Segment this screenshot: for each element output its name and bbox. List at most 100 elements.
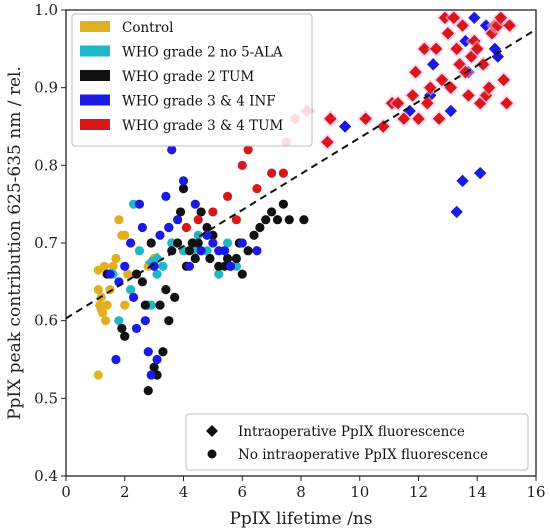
x-tick-label: 6 (237, 483, 247, 501)
x-tick-label: 10 (350, 483, 369, 501)
data-point (161, 285, 171, 295)
series-4 (181, 9, 519, 233)
data-point (120, 261, 130, 271)
y-tick-label: 0.5 (34, 389, 58, 407)
data-point (459, 34, 472, 48)
data-point (406, 89, 419, 102)
data-point (178, 176, 189, 186)
data-point (196, 246, 206, 256)
data-point (243, 246, 253, 256)
data-point (205, 253, 215, 264)
y-axis-title: PpIX peak contribution 625-635 nm / rel. (5, 66, 25, 420)
legend-swatch (80, 45, 110, 57)
data-point (424, 81, 437, 94)
data-point (155, 300, 165, 310)
data-point (137, 222, 147, 233)
data-point (184, 261, 194, 271)
data-point (267, 168, 277, 178)
legend-label: WHO grade 2 no 5-ALA (122, 45, 283, 61)
data-point (117, 323, 127, 334)
data-point (202, 230, 212, 240)
data-point (143, 385, 153, 396)
data-point (111, 354, 121, 365)
data-point (456, 174, 469, 188)
data-point (476, 58, 490, 71)
data-point (447, 11, 460, 24)
data-point (377, 120, 390, 133)
data-point (450, 205, 463, 219)
legend-label: Control (122, 20, 173, 36)
data-point (155, 230, 165, 240)
y-tick-label: 0.7 (34, 234, 58, 252)
data-point (158, 347, 168, 357)
data-point (131, 269, 142, 279)
data-point (175, 207, 186, 217)
data-point (114, 316, 124, 326)
data-point (126, 285, 136, 295)
data-point (338, 120, 352, 133)
data-point (438, 11, 452, 24)
data-point (473, 166, 487, 180)
data-point (418, 42, 431, 56)
data-point (128, 292, 139, 302)
data-point (158, 261, 168, 271)
data-point (164, 222, 174, 233)
data-point (482, 81, 496, 94)
series-legend: Control WHO grade 2 no 5-ALA WHO grade 2 T… (71, 13, 313, 147)
data-point (131, 323, 142, 334)
data-point (488, 42, 502, 56)
data-point (252, 184, 262, 194)
data-point (126, 238, 136, 248)
data-point (412, 112, 425, 125)
data-point (284, 215, 294, 225)
x-axis: 0 2 4 6 8 10 12 14 16 (61, 476, 546, 501)
x-tick-label: 8 (296, 483, 306, 501)
data-point (231, 253, 241, 264)
data-point (114, 215, 124, 225)
legend-label: WHO grade 3 & 4 INF (122, 94, 276, 110)
legend-swatch (80, 94, 110, 106)
data-point (441, 27, 455, 40)
data-point (101, 316, 111, 326)
data-point (193, 230, 203, 240)
data-point (93, 370, 103, 380)
data-point (140, 316, 150, 326)
trend-line (65, 28, 537, 320)
series-3 (105, 11, 505, 380)
data-point (237, 238, 247, 248)
data-point (471, 42, 484, 56)
data-point (120, 300, 130, 310)
y-axis: 0.4 0.5 0.6 0.7 0.8 0.9 1.0 (34, 1, 66, 485)
y-tick-label: 0.8 (34, 156, 58, 174)
data-point (397, 112, 411, 125)
data-point (497, 73, 510, 87)
data-point (324, 112, 337, 125)
data-point (255, 222, 265, 233)
data-point (134, 246, 145, 256)
circle-marker-icon (207, 449, 217, 459)
data-point (272, 215, 283, 225)
data-point (267, 207, 277, 217)
data-point (149, 261, 159, 271)
data-point (108, 261, 118, 271)
data-point (494, 11, 507, 24)
data-point (193, 238, 203, 248)
data-point (503, 19, 516, 32)
legend-swatch (80, 21, 110, 32)
data-point (491, 50, 505, 63)
marker-legend-label: No intraoperative PpIX fluorescence (238, 447, 488, 463)
data-point (181, 222, 192, 233)
series-2 (102, 184, 309, 396)
data-point (105, 269, 115, 279)
data-point (225, 261, 236, 271)
data-point (208, 238, 218, 248)
data-point (500, 97, 513, 110)
y-tick-label: 0.4 (34, 467, 58, 485)
data-point (134, 199, 145, 209)
data-point (146, 370, 156, 380)
data-point (111, 253, 121, 264)
data-point (120, 331, 130, 341)
data-point (261, 215, 271, 225)
data-point (278, 199, 288, 209)
data-point (143, 347, 153, 357)
